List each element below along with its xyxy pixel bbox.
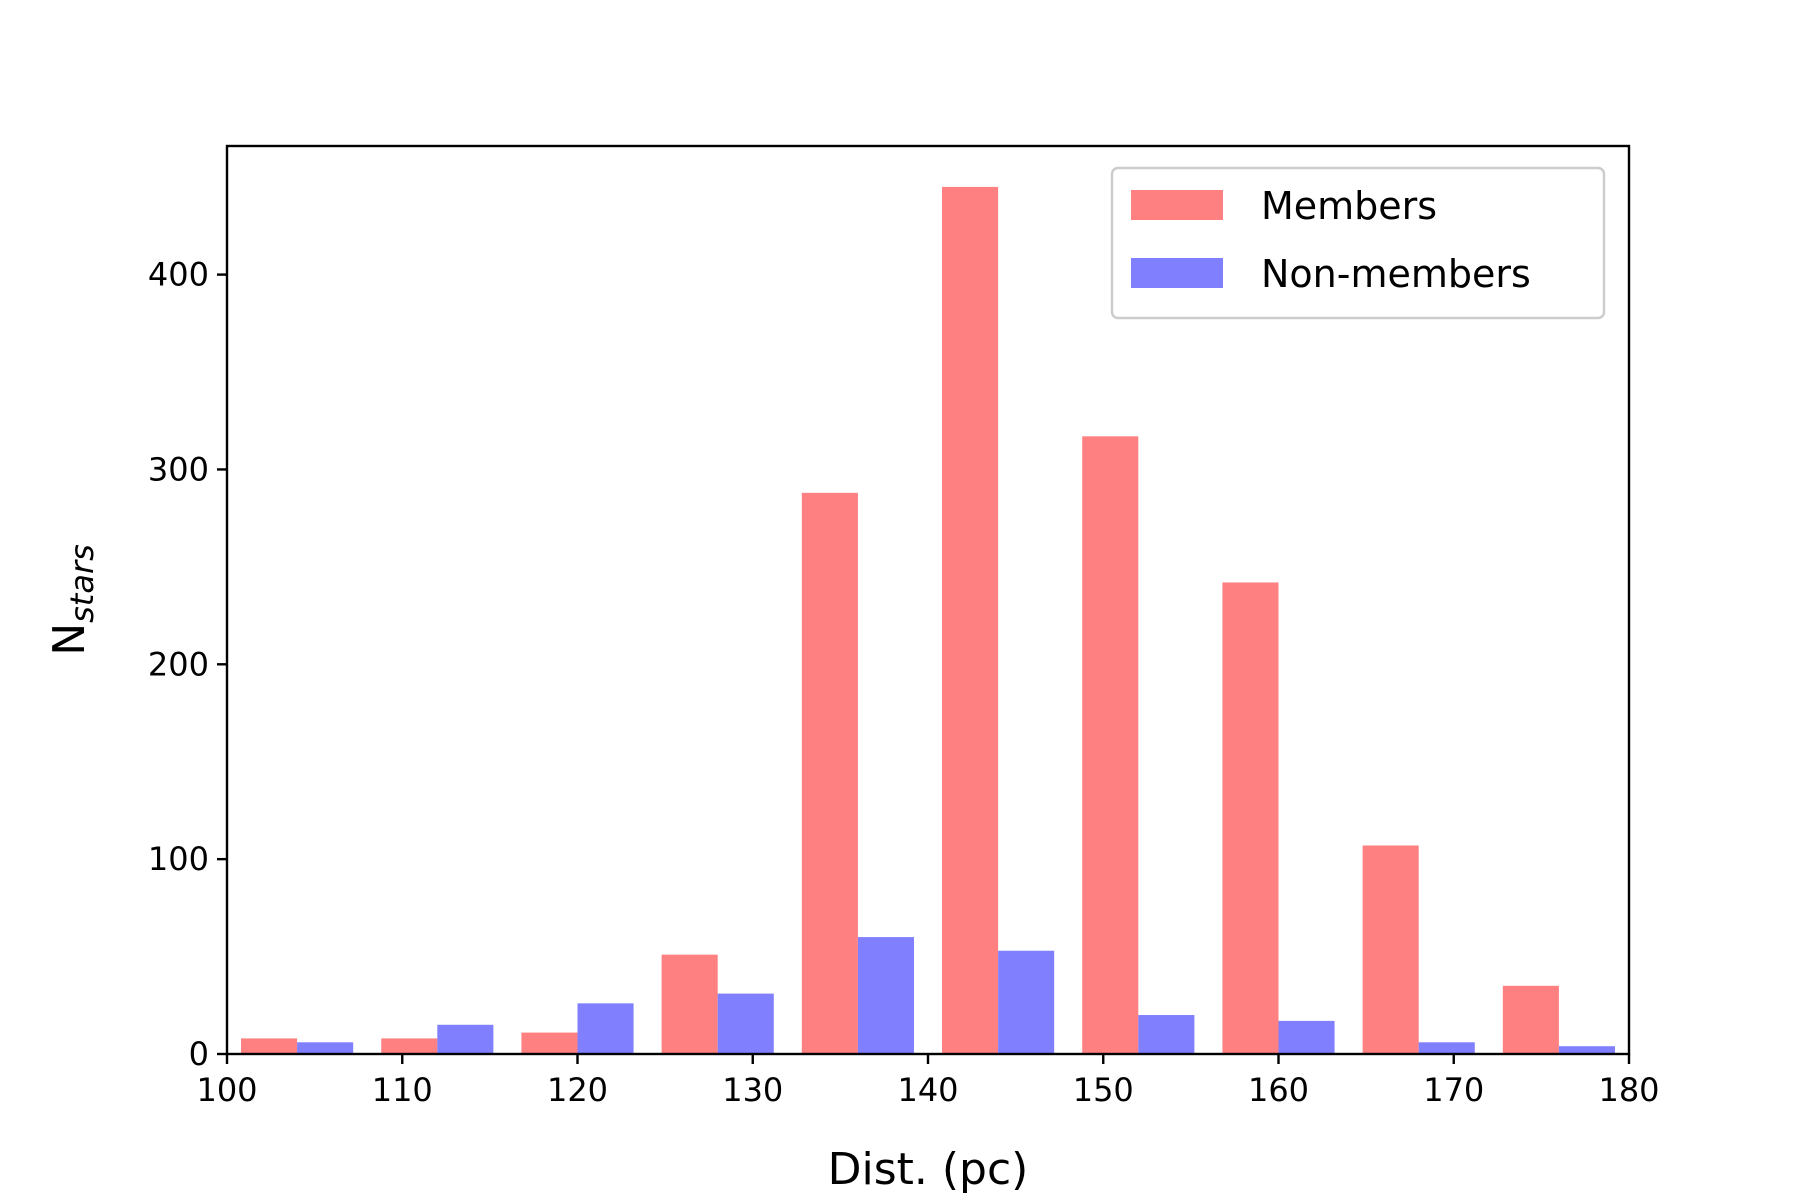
bar-non-members-2 [577,1003,634,1054]
x-tick-label: 110 [372,1071,433,1109]
x-tick-label: 170 [1423,1071,1484,1109]
y-axis-label: Nstars [44,544,101,656]
x-tick-label: 140 [897,1071,958,1109]
bars-group [241,186,1615,1054]
bar-non-members-1 [437,1024,494,1054]
bar-members-3 [661,954,718,1054]
bar-members-6 [1082,436,1139,1054]
y-tick-label: 400 [148,256,209,294]
bar-non-members-5 [998,950,1055,1054]
legend-label-non-members: Non-members [1261,252,1531,296]
bar-members-8 [1362,845,1419,1054]
bar-non-members-8 [1418,1042,1475,1054]
y-axis-label-main: N [44,623,95,656]
bar-non-members-6 [1138,1015,1195,1054]
x-tick-label: 160 [1248,1071,1309,1109]
y-tick-label: 100 [148,840,209,878]
x-axis-label: Dist. (pc) [828,1144,1029,1195]
bar-members-9 [1502,985,1559,1054]
y-tick-label: 300 [148,450,209,488]
x-tick-label: 100 [196,1071,257,1109]
x-tick-label: 130 [722,1071,783,1109]
bar-members-2 [521,1032,578,1054]
bar-non-members-9 [1558,1046,1615,1054]
x-tick-label: 150 [1073,1071,1134,1109]
x-axis-ticks: 100 110 120 130 140 150 160 170 180 [196,1054,1660,1109]
legend-swatch-non-members [1131,258,1223,288]
bar-members-0 [241,1038,298,1054]
y-tick-label: 0 [189,1035,209,1073]
y-tick-label: 200 [148,645,209,683]
y-axis-ticks: 0 100 200 300 400 [148,256,227,1073]
legend-frame [1110,166,1606,320]
legend-label-members: Members [1261,184,1437,228]
legend-swatch-members [1131,190,1223,220]
x-tick-label: 180 [1598,1071,1659,1109]
bar-non-members-4 [857,937,914,1054]
legend: Members Non-members [1110,166,1606,320]
bar-members-5 [942,186,999,1054]
bar-members-1 [381,1038,438,1054]
bar-non-members-0 [297,1042,354,1054]
bar-non-members-7 [1278,1020,1335,1054]
x-tick-label: 120 [547,1071,608,1109]
bar-members-4 [801,492,858,1054]
bar-members-7 [1222,582,1279,1054]
bar-non-members-3 [717,993,774,1054]
y-axis-label-sub: stars [63,544,101,623]
